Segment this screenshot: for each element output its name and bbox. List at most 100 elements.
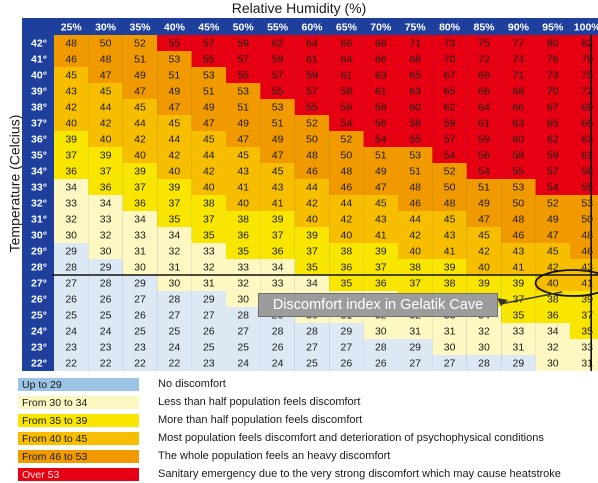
cell-value: 29 <box>341 326 353 338</box>
heatmap-cell <box>535 243 570 259</box>
cell-value: 26 <box>203 326 215 338</box>
cell-value: 59 <box>306 70 318 82</box>
cell-value: 34 <box>100 198 112 210</box>
cell-value: 59 <box>237 38 249 50</box>
heatmap-cell <box>535 227 570 243</box>
row-header: 23° <box>31 342 47 354</box>
heatmap-cell <box>466 227 502 243</box>
cell-value: 55 <box>581 182 593 194</box>
heatmap-cell <box>260 195 295 211</box>
cell-value: 30 <box>547 358 559 370</box>
cell-value: 29 <box>100 262 112 274</box>
heatmap-cell <box>466 259 502 275</box>
heatmap-cell <box>54 323 89 339</box>
cell-value: 55 <box>306 102 318 114</box>
cell-value: 48 <box>513 214 525 226</box>
heatmap-cell <box>398 163 433 179</box>
cell-value: 69 <box>478 70 490 82</box>
cell-value: 32 <box>169 246 181 258</box>
legend-swatch: Up to 29 <box>17 376 140 392</box>
cell-value: 50 <box>100 38 112 50</box>
heatmap-cell <box>122 67 158 83</box>
heatmap-cell <box>363 67 398 83</box>
heatmap-cell <box>157 67 192 83</box>
cell-value: 45 <box>272 166 284 178</box>
cell-value: 53 <box>203 70 215 82</box>
heatmap-cell <box>329 131 364 147</box>
heatmap-cell <box>363 83 398 99</box>
row-header: 29° <box>31 246 47 258</box>
heatmap-cell <box>191 339 226 355</box>
heatmap-cell <box>432 211 467 227</box>
heatmap-cell <box>466 339 502 355</box>
heatmap-cell <box>398 147 433 163</box>
row-header: 37° <box>31 118 47 130</box>
cell-value: 47 <box>169 102 181 114</box>
heatmap-cell <box>122 291 158 307</box>
cell-value: 58 <box>513 150 525 162</box>
heatmap-cell <box>294 243 330 259</box>
cell-value: 27 <box>444 358 456 370</box>
cell-value: 29 <box>134 278 146 290</box>
column-header: 85% <box>473 22 495 34</box>
legend-swatch: From 30 to 34 <box>17 394 140 410</box>
cell-value: 61 <box>581 150 593 162</box>
cell-value: 22 <box>65 358 77 370</box>
cell-value: 75 <box>581 70 593 82</box>
cell-value: 30 <box>237 294 249 306</box>
heatmap-cell <box>226 99 261 115</box>
heatmap-cell <box>398 275 433 291</box>
cell-value: 44 <box>203 150 215 162</box>
heatmap-cell <box>501 83 536 99</box>
heatmap-cell <box>398 35 433 51</box>
cell-value: 27 <box>203 310 215 322</box>
cell-value: 56 <box>375 118 387 130</box>
heatmap-cell <box>191 179 226 195</box>
row-header: 39° <box>31 86 47 98</box>
cell-value: 55 <box>272 86 284 98</box>
cell-value: 51 <box>203 86 215 98</box>
heatmap-cell <box>501 339 536 355</box>
legend-description: Sanitary emergency due to the very stron… <box>158 467 561 480</box>
cell-value: 30 <box>169 278 181 290</box>
cell-value: 35 <box>237 246 249 258</box>
heatmap-cell <box>226 147 261 163</box>
heatmap-cell <box>191 275 226 291</box>
annotation-arrow <box>499 291 563 305</box>
column-header: 75% <box>405 22 427 34</box>
cell-value: 63 <box>409 86 421 98</box>
heatmap-cell <box>122 51 158 67</box>
heatmap-cell <box>191 131 226 147</box>
cell-value: 74 <box>513 54 525 66</box>
heatmap-cell <box>432 227 467 243</box>
cell-value: 30 <box>478 342 490 354</box>
cell-value: 76 <box>547 54 559 66</box>
heatmap-cell <box>122 35 158 51</box>
heatmap-cell <box>122 195 158 211</box>
heatmap-cell <box>260 275 295 291</box>
cell-value: 38 <box>341 246 353 258</box>
heatmap-cell <box>466 195 502 211</box>
cell-value: 61 <box>341 70 353 82</box>
heatmap-cell <box>501 179 536 195</box>
cell-value: 40 <box>341 230 353 242</box>
heatmap-cell <box>466 51 502 67</box>
cell-value: 47 <box>134 86 146 98</box>
cell-value: 68 <box>375 38 387 50</box>
heatmap-cell <box>226 35 261 51</box>
heatmap-cell <box>122 275 158 291</box>
cell-value: 37 <box>513 294 525 306</box>
cell-value: 80 <box>547 38 559 50</box>
cell-value: 55 <box>513 166 525 178</box>
cell-value: 40 <box>237 198 249 210</box>
heatmap-cell <box>260 131 295 147</box>
heatmap-cell <box>432 195 467 211</box>
cell-value: 66 <box>375 54 387 66</box>
heatmap-cell <box>122 355 158 371</box>
cell-value: 61 <box>306 54 318 66</box>
heatmap-cell <box>88 115 123 131</box>
heatmap-cell <box>157 259 192 275</box>
cell-value: 30 <box>444 342 456 354</box>
legend-description: The whole population feels an heavy disc… <box>158 449 391 462</box>
heatmap-cell <box>329 83 364 99</box>
